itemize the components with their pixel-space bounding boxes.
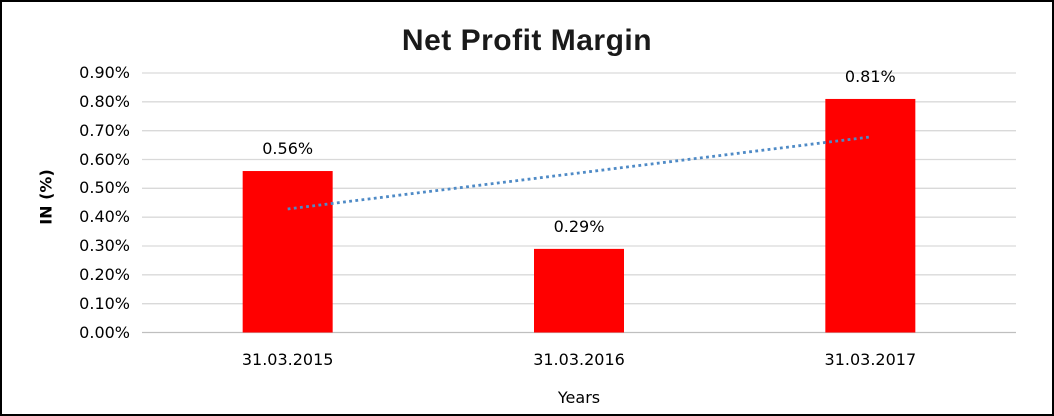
chart-title: Net Profit Margin <box>401 24 653 57</box>
bar-value-label: 0.29% <box>553 216 605 236</box>
y-tick-label: 0.00% <box>79 322 130 342</box>
x-tick-label: 31.03.2017 <box>824 350 917 369</box>
y-tick-label: 0.10% <box>79 293 130 313</box>
bar-value-label: 0.81% <box>844 66 896 86</box>
x-tick-label: 31.03.2016 <box>533 350 625 369</box>
y-tick-label: 0.20% <box>79 264 130 284</box>
x-axis-title: Years <box>557 388 601 407</box>
bar-value-label: 0.56% <box>262 139 314 159</box>
y-tick-label: 0.40% <box>79 207 130 227</box>
y-tick-label: 0.80% <box>79 91 130 111</box>
y-tick-label: 0.90% <box>79 63 130 82</box>
y-tick-label: 0.60% <box>79 149 130 169</box>
x-tick-label: 31.03.2015 <box>241 350 334 369</box>
y-tick-label: 0.50% <box>79 178 130 198</box>
y-tick-label: 0.70% <box>79 120 130 140</box>
bar-31.03.2017 <box>825 98 916 333</box>
trendline <box>287 135 871 211</box>
bar-31.03.2015 <box>242 171 333 333</box>
bar-31.03.2016 <box>534 248 624 333</box>
y-tick-label: 0.30% <box>79 236 130 255</box>
